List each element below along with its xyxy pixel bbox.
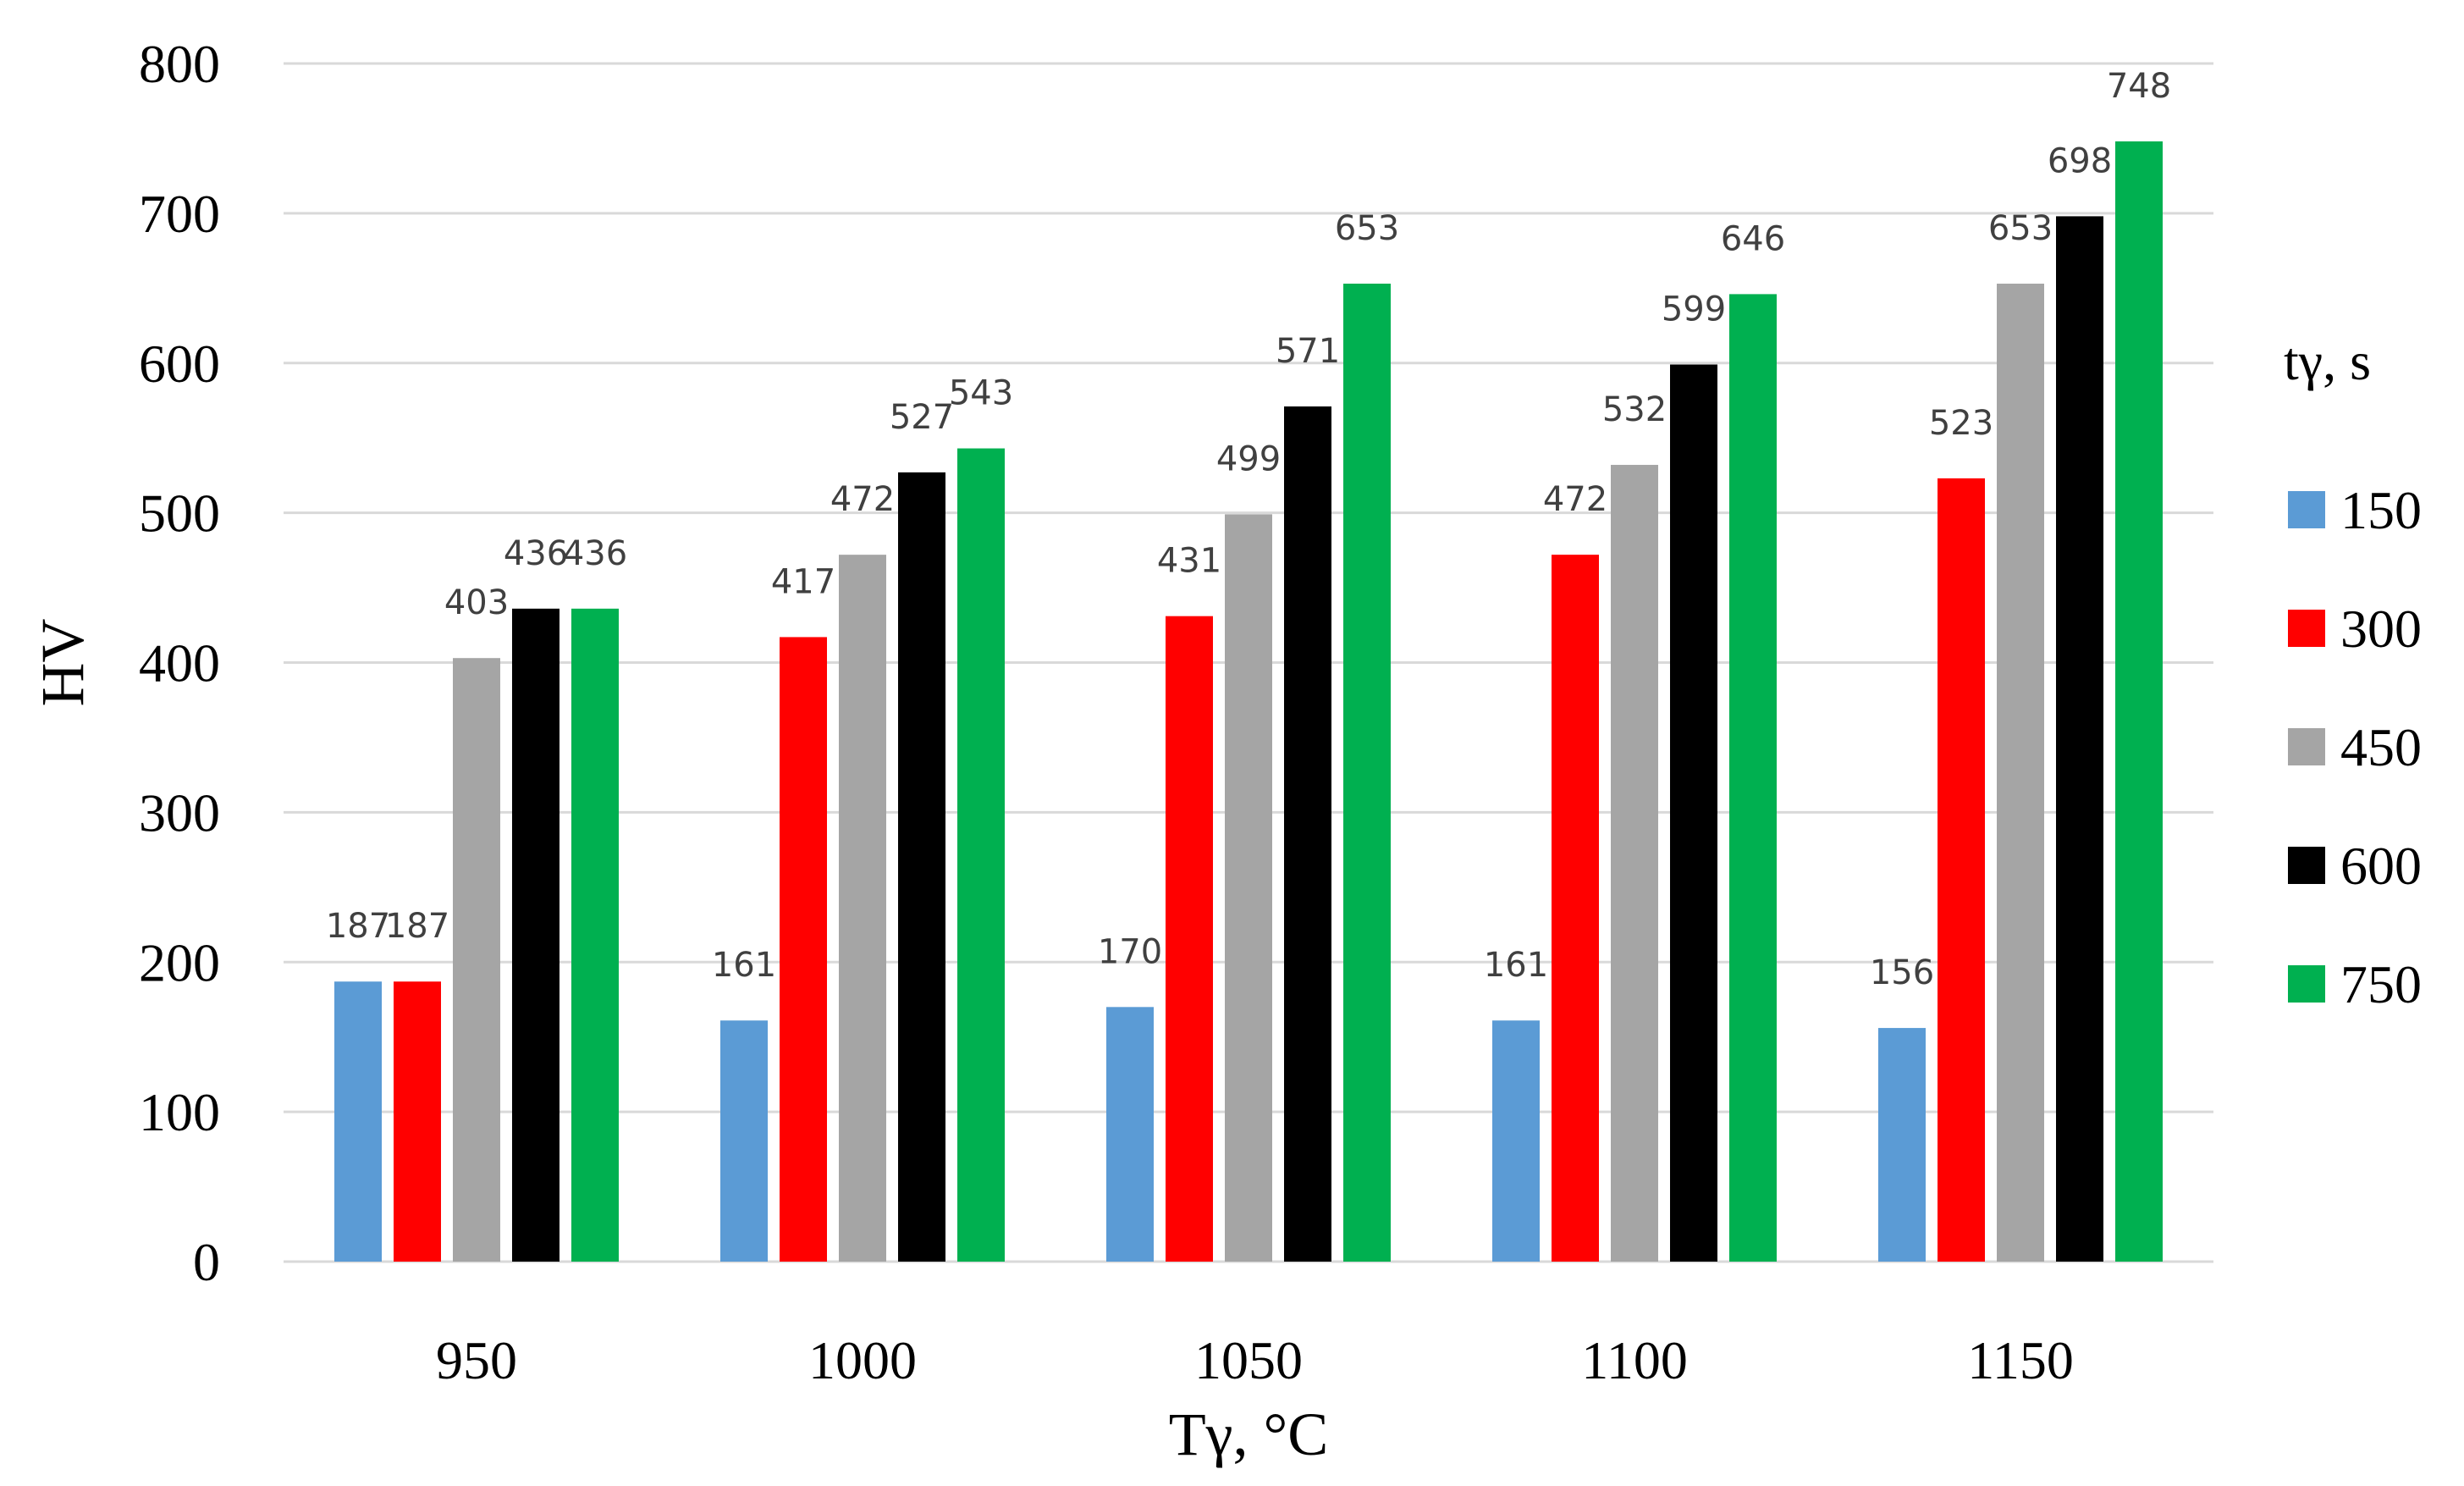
- legend-swatch-150: [2288, 491, 2325, 528]
- bar-750-1100: [1729, 294, 1777, 1262]
- bar-600-950: [512, 608, 559, 1262]
- x-tick-label: 1050: [1194, 1330, 1303, 1390]
- bars: [334, 141, 2163, 1262]
- y-tick-label: 400: [139, 633, 220, 693]
- bar-150-1150: [1878, 1028, 1926, 1262]
- y-tick-label: 600: [139, 334, 220, 394]
- y-axis-title: HV: [29, 619, 96, 707]
- bar-300-1150: [1938, 478, 1985, 1262]
- bar-300-1050: [1166, 616, 1213, 1262]
- data-label-150-950: 187: [326, 907, 390, 946]
- y-tick-label: 300: [139, 782, 220, 842]
- bar-750-1000: [957, 448, 1005, 1262]
- data-label-300-1000: 417: [771, 562, 835, 601]
- bar-450-1000: [839, 555, 886, 1262]
- legend-swatch-750: [2288, 965, 2325, 1003]
- data-label-300-1100: 472: [1543, 480, 1607, 519]
- legend-title: tγ, s: [2284, 331, 2371, 391]
- data-label-600-950: 436: [504, 534, 568, 573]
- legend-label-600: 600: [2340, 836, 2422, 896]
- y-tick-label: 100: [139, 1082, 220, 1142]
- data-label-150-1150: 156: [1870, 953, 1934, 992]
- data-label-750-950: 436: [563, 534, 627, 573]
- x-axis-title: Tγ, °C: [1169, 1400, 1329, 1468]
- bar-150-1050: [1106, 1007, 1154, 1262]
- legend-label-300: 300: [2340, 599, 2422, 659]
- y-tick-label: 700: [139, 184, 220, 244]
- legend: tγ, s 150 300 450 600 750: [2284, 331, 2422, 1014]
- bar-600-1150: [2056, 216, 2103, 1262]
- bar-600-1100: [1670, 364, 1717, 1262]
- bar-300-1100: [1552, 555, 1599, 1262]
- x-tick-label: 950: [436, 1330, 517, 1390]
- y-tick-label: 0: [193, 1232, 220, 1292]
- bar-600-1000: [898, 472, 945, 1262]
- bar-300-950: [394, 981, 441, 1262]
- legend-label-150: 150: [2340, 480, 2422, 540]
- bar-750-1150: [2115, 141, 2163, 1262]
- data-label-750-1100: 646: [1721, 219, 1785, 258]
- legend-label-750: 750: [2340, 954, 2422, 1014]
- x-tick-label: 1100: [1581, 1330, 1688, 1390]
- data-label-450-950: 403: [444, 583, 509, 622]
- bar-600-1050: [1284, 406, 1331, 1262]
- x-tick-label: 1150: [1967, 1330, 2074, 1390]
- data-label-450-1050: 499: [1216, 439, 1281, 478]
- bar-750-1050: [1343, 284, 1391, 1262]
- data-label-150-1000: 161: [712, 946, 776, 985]
- data-label-450-1150: 653: [1988, 209, 2053, 248]
- x-tick-label: 1000: [808, 1330, 917, 1390]
- data-label-150-1050: 170: [1098, 932, 1162, 971]
- data-label-600-1150: 698: [2048, 141, 2112, 180]
- data-label-300-1150: 523: [1929, 404, 1993, 443]
- y-tick-label: 800: [139, 34, 220, 94]
- bar-150-1100: [1492, 1020, 1540, 1262]
- bar-450-1050: [1225, 514, 1272, 1262]
- legend-swatch-600: [2288, 847, 2325, 884]
- x-tick-labels: 950 1000 1050 1100 1150: [436, 1330, 2074, 1390]
- bar-450-1100: [1611, 465, 1658, 1262]
- y-tick-label: 200: [139, 932, 220, 992]
- bar-450-1150: [1997, 284, 2044, 1262]
- data-label-600-1050: 571: [1276, 332, 1340, 371]
- bar-750-950: [571, 608, 619, 1262]
- y-tick-label: 500: [139, 483, 220, 544]
- bar-150-1000: [720, 1020, 768, 1262]
- data-label-750-1000: 543: [949, 374, 1013, 413]
- data-label-300-950: 187: [385, 907, 449, 946]
- data-label-600-1100: 599: [1662, 290, 1726, 329]
- data-label-750-1050: 653: [1335, 209, 1399, 248]
- legend-label-450: 450: [2340, 717, 2422, 777]
- data-label-450-1100: 532: [1602, 390, 1667, 429]
- data-label-300-1050: 431: [1157, 542, 1221, 581]
- data-label-600-1000: 527: [890, 398, 954, 437]
- bar-150-950: [334, 981, 382, 1262]
- data-label-750-1150: 748: [2107, 67, 2171, 106]
- legend-swatch-450: [2288, 728, 2325, 765]
- bar-450-950: [453, 658, 500, 1262]
- data-label-150-1100: 161: [1484, 946, 1548, 985]
- bar-300-1000: [780, 637, 827, 1262]
- legend-swatch-300: [2288, 610, 2325, 647]
- y-tick-labels: 0 100 200 300 400 500 600 700 800: [139, 34, 220, 1292]
- data-label-450-1000: 472: [830, 480, 895, 519]
